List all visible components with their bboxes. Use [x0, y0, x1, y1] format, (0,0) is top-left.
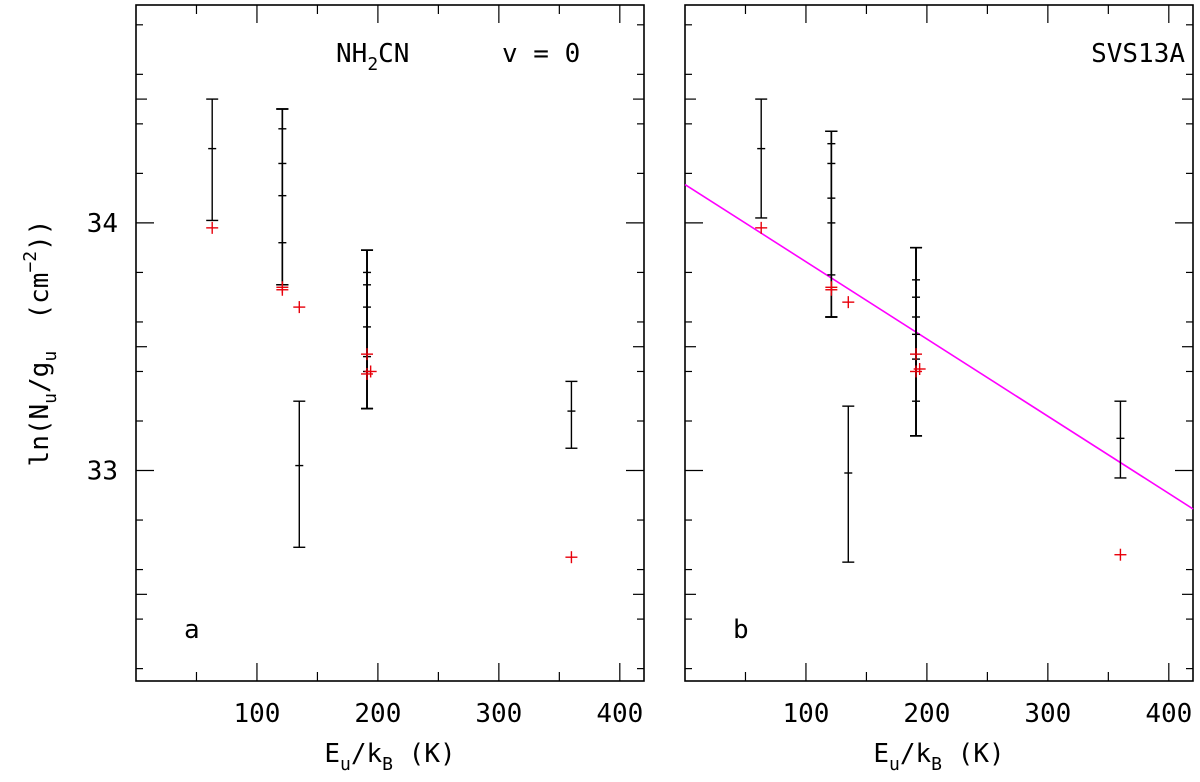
panel-b-model-points — [755, 221, 1127, 561]
x-tick-label: 200 — [903, 699, 950, 729]
panel-b-tick-labels: 100 200 300 400 — [782, 699, 1192, 729]
panel-a-model-points — [206, 221, 578, 564]
panel-b-error-bars — [755, 98, 1127, 563]
x-tick-label: 300 — [1024, 699, 1071, 729]
panel-b-letter: b — [733, 615, 749, 645]
x-tick-label: 400 — [596, 699, 643, 729]
panel-a-error-bars — [206, 98, 578, 548]
panel-a-letter: a — [184, 615, 200, 645]
y-axis-label: ln(Nu/gu (cm−2)) — [20, 220, 61, 467]
panel-a-state-label: v = 0 — [502, 39, 580, 69]
panel-a-frame — [135, 4, 645, 682]
panel-b-frame — [684, 4, 1194, 682]
x-tick-label: 200 — [354, 699, 401, 729]
x-tick-label: 400 — [1145, 699, 1192, 729]
x-tick-label: 300 — [475, 699, 522, 729]
panel-a: 100 200 300 400 33 34 NH2CN v = 0 a Eu/kB (K) — [87, 4, 645, 775]
panel-b: 100 200 300 400 SVS13A b Eu/kB (K) — [684, 4, 1194, 775]
panel-b-xlabel: Eu/kB (K) — [873, 739, 1004, 775]
panel-b-ticks — [685, 5, 1193, 681]
x-tick-label: 100 — [233, 699, 280, 729]
y-tick-label: 34 — [87, 209, 118, 239]
x-tick-label: 100 — [782, 699, 829, 729]
panel-a-ticks — [136, 5, 644, 681]
y-tick-label: 33 — [87, 457, 118, 487]
panel-b-title: SVS13A — [1091, 39, 1185, 69]
panel-b-fit-line — [684, 183, 1194, 510]
panel-a-xlabel: Eu/kB (K) — [324, 739, 455, 775]
panel-a-tick-labels: 100 200 300 400 33 34 — [87, 209, 644, 729]
panel-a-title: NH2CN — [336, 39, 409, 75]
